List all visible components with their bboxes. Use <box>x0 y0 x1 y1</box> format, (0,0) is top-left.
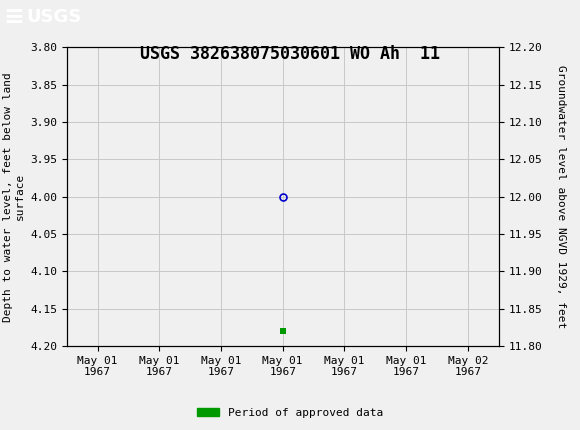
Text: ≡: ≡ <box>3 5 24 29</box>
Y-axis label: Depth to water level, feet below land
surface: Depth to water level, feet below land su… <box>3 72 24 322</box>
Text: USGS: USGS <box>26 8 81 26</box>
Text: USGS 382638075030601 WO Ah  11: USGS 382638075030601 WO Ah 11 <box>140 45 440 63</box>
Legend: Period of approved data: Period of approved data <box>193 403 387 422</box>
Y-axis label: Groundwater level above NGVD 1929, feet: Groundwater level above NGVD 1929, feet <box>556 65 566 329</box>
